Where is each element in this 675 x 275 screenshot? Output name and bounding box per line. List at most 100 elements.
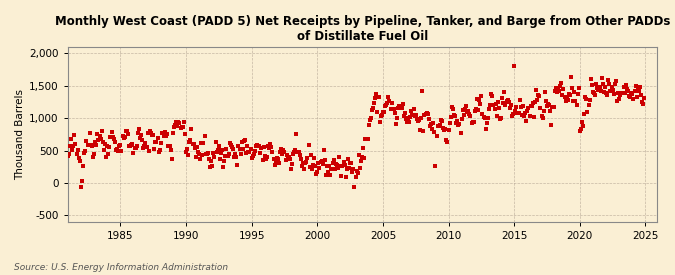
Point xyxy=(213,148,223,152)
Point xyxy=(437,126,448,130)
Point xyxy=(629,89,640,93)
Point xyxy=(632,85,643,89)
Point xyxy=(467,120,478,124)
Point xyxy=(111,147,122,151)
Point xyxy=(162,132,173,137)
Point xyxy=(197,153,208,157)
Point xyxy=(134,126,144,131)
Point xyxy=(182,147,192,151)
Point xyxy=(296,156,306,161)
Point xyxy=(405,115,416,119)
Point xyxy=(531,88,541,92)
Point xyxy=(123,132,134,136)
Point xyxy=(394,104,405,108)
Point xyxy=(84,131,95,135)
Point xyxy=(566,75,576,79)
Point xyxy=(208,151,219,155)
Point xyxy=(296,164,307,169)
Point xyxy=(520,111,531,115)
Point xyxy=(294,152,305,157)
Title: Monthly West Coast (PADD 5) Net Receipts by Pipeline, Tanker, and Barge from Oth: Monthly West Coast (PADD 5) Net Receipts… xyxy=(55,15,670,43)
Point xyxy=(227,147,238,151)
Point xyxy=(637,100,647,104)
Point xyxy=(209,155,220,160)
Point xyxy=(377,109,388,114)
Point xyxy=(385,107,396,111)
Point xyxy=(428,121,439,126)
Point xyxy=(155,141,166,145)
Point xyxy=(338,159,349,164)
Point xyxy=(315,160,326,164)
Point xyxy=(488,103,499,107)
Point xyxy=(199,134,210,138)
Point xyxy=(373,95,384,100)
Point xyxy=(601,91,612,95)
Point xyxy=(269,163,280,167)
Point xyxy=(606,85,617,90)
Point xyxy=(596,76,607,81)
Point xyxy=(625,95,636,99)
Point xyxy=(337,164,348,169)
Point xyxy=(628,97,639,101)
Point xyxy=(616,91,627,96)
Point xyxy=(546,123,557,127)
Point xyxy=(602,93,613,97)
Point xyxy=(544,103,555,107)
Point xyxy=(169,122,180,127)
Point xyxy=(509,64,520,68)
Point xyxy=(564,92,574,96)
Point xyxy=(550,86,561,91)
Point xyxy=(412,119,423,123)
Point xyxy=(215,157,225,161)
Point xyxy=(308,163,319,167)
Point xyxy=(371,92,382,97)
Point xyxy=(205,165,215,169)
Point xyxy=(223,152,234,156)
Point xyxy=(300,161,310,165)
Point xyxy=(477,112,488,116)
Point xyxy=(284,154,294,159)
Point xyxy=(79,151,90,156)
Point xyxy=(126,143,136,147)
Point xyxy=(590,93,601,98)
Point xyxy=(346,161,356,165)
Point xyxy=(97,140,108,144)
Point xyxy=(78,164,88,168)
Point xyxy=(420,112,431,116)
Point xyxy=(474,98,485,102)
Point xyxy=(116,148,127,153)
Point xyxy=(534,94,545,98)
Point xyxy=(181,150,192,154)
Point xyxy=(429,130,439,134)
Point xyxy=(400,111,410,115)
Point xyxy=(268,156,279,161)
Point xyxy=(118,135,129,140)
Point xyxy=(240,138,250,142)
Point xyxy=(374,120,385,124)
Point xyxy=(291,132,302,136)
Point xyxy=(305,153,316,157)
Point xyxy=(319,158,330,162)
Point xyxy=(460,103,471,108)
Point xyxy=(255,151,266,155)
Point xyxy=(314,166,325,170)
Point xyxy=(622,89,633,93)
Point xyxy=(617,91,628,95)
Point xyxy=(605,88,616,93)
Point xyxy=(82,143,93,147)
Point xyxy=(491,114,502,118)
Point xyxy=(403,116,414,120)
Point xyxy=(555,84,566,88)
Point xyxy=(308,156,319,161)
Point xyxy=(241,151,252,155)
Point xyxy=(400,117,411,121)
Point xyxy=(362,137,373,141)
Point xyxy=(207,164,217,168)
Point xyxy=(360,137,371,142)
Point xyxy=(433,124,444,128)
Point xyxy=(132,144,142,148)
Point xyxy=(587,83,597,87)
Point xyxy=(157,131,168,136)
Point xyxy=(408,107,419,112)
Point xyxy=(569,90,580,95)
